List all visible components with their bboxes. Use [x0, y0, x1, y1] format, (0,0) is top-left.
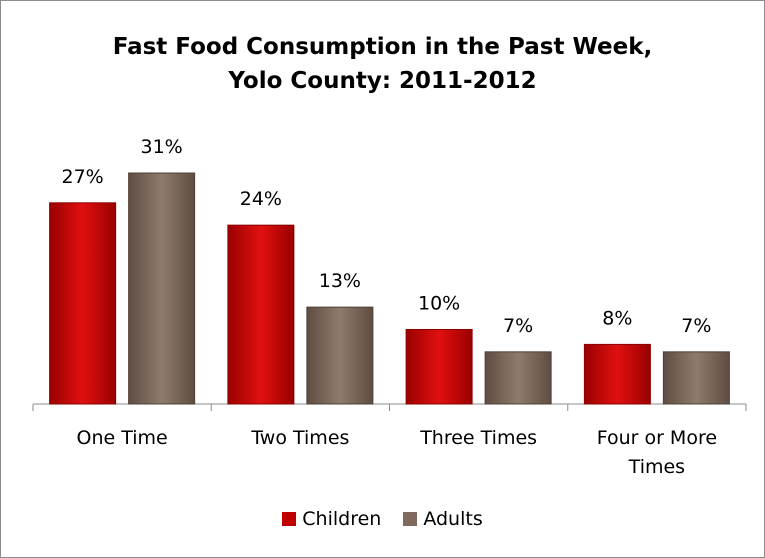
bar-children-0 [49, 202, 117, 405]
data-label: 27% [62, 166, 104, 188]
bar-adults-0 [128, 172, 196, 405]
legend-swatch-children [282, 512, 297, 526]
chart-title-line1: Fast Food Consumption in the Past Week, [112, 34, 653, 60]
bar-children-3 [583, 343, 651, 405]
data-label: 7% [681, 315, 711, 337]
chart-legend: Children Adults [0, 508, 765, 530]
category-label: Two Times [250, 427, 349, 449]
legend-item-children: Children [282, 508, 381, 530]
data-label: 24% [240, 188, 282, 210]
category-label: Times [628, 456, 685, 478]
category-label: Three Times [419, 427, 537, 449]
data-label: 31% [141, 136, 183, 158]
chart-title-line2: Yolo County: 2011-2012 [228, 68, 537, 94]
data-label: 10% [418, 292, 460, 314]
chart-title: Fast Food Consumption in the Past Week, … [0, 30, 765, 98]
data-label: 7% [503, 315, 533, 337]
legend-swatch-adults [403, 512, 418, 526]
data-label: 13% [319, 270, 361, 292]
legend-label-children: Children [302, 508, 382, 530]
bar-adults-3 [662, 351, 730, 405]
bar-chart: 27% 31% One Time 24% 13% Two Times 10% 7% Three … [32, 136, 747, 478]
data-label: 8% [602, 307, 632, 329]
category-label: Four or More [597, 427, 717, 449]
bar-children-1 [227, 224, 295, 405]
bar-adults-1 [306, 306, 374, 405]
category-label: One Time [77, 427, 168, 449]
bar-children-2 [405, 328, 473, 405]
legend-item-adults: Adults [403, 508, 483, 530]
bar-adults-2 [484, 351, 552, 405]
legend-label-adults: Adults [423, 508, 483, 530]
